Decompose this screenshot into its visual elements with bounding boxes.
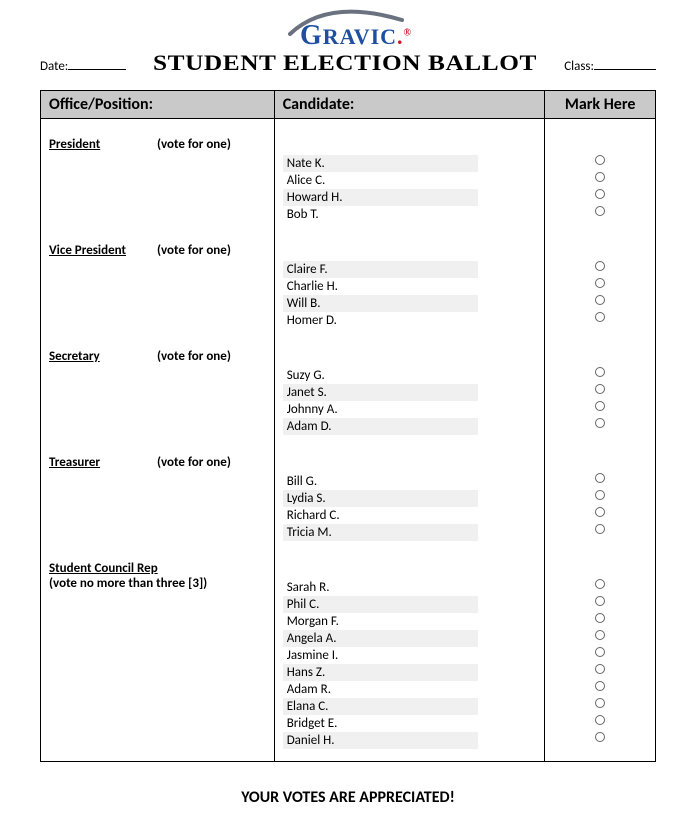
date-label: Date: <box>40 59 68 74</box>
candidate-name: Angela A. <box>283 630 478 647</box>
vote-bubble[interactable] <box>595 295 605 305</box>
ballot-section: President (vote for one) Nate K.Alice C.H… <box>41 119 656 226</box>
candidate-name: Homer D. <box>283 312 537 329</box>
logo: GRAVIC.® <box>40 10 656 48</box>
candidate-name: Morgan F. <box>283 613 537 630</box>
col-header-mark: Mark Here <box>545 91 656 119</box>
vote-bubble[interactable] <box>595 206 605 216</box>
ballot-section: Treasurer (vote for one) Bill G.Lydia S.R… <box>41 437 656 543</box>
vote-bubble[interactable] <box>595 367 605 377</box>
vote-bubble[interactable] <box>595 172 605 182</box>
candidate-name: Sarah R. <box>283 579 537 596</box>
vote-bubble[interactable] <box>595 647 605 657</box>
vote-bubble[interactable] <box>595 681 605 691</box>
candidate-name: Janet S. <box>283 384 478 401</box>
vote-bubble[interactable] <box>595 418 605 428</box>
office-name: Vice President <box>49 243 154 258</box>
footer-message: YOUR VOTES ARE APPRECIATED! <box>40 788 656 807</box>
vote-bubble[interactable] <box>595 630 605 640</box>
vote-bubble[interactable] <box>595 473 605 483</box>
candidate-name: Lydia S. <box>283 490 478 507</box>
candidate-name: Jasmine I. <box>283 647 537 664</box>
vote-bubble[interactable] <box>595 698 605 708</box>
candidate-name: Suzy G. <box>283 367 537 384</box>
office-name: Secretary <box>49 349 154 364</box>
vote-instruction: (vote for one) <box>157 243 231 258</box>
candidate-name: Daniel H. <box>283 732 478 749</box>
vote-bubble[interactable] <box>595 596 605 606</box>
candidate-name: Bob T. <box>283 206 537 223</box>
vote-bubble[interactable] <box>595 732 605 742</box>
candidate-name: Adam D. <box>283 418 478 435</box>
vote-bubble[interactable] <box>595 613 605 623</box>
candidate-name: Bill G. <box>283 473 537 490</box>
candidate-name: Bridget E. <box>283 715 537 732</box>
candidate-name: Alice C. <box>283 172 537 189</box>
candidate-name: Will B. <box>283 295 478 312</box>
vote-bubble[interactable] <box>595 579 605 589</box>
logo-g: G <box>300 20 323 51</box>
vote-instruction: (vote for one) <box>157 349 231 364</box>
candidate-name: Howard H. <box>283 189 478 206</box>
candidate-name: Johnny A. <box>283 401 537 418</box>
vote-instruction: (vote no more than three [3]) <box>49 576 266 591</box>
office-name: Treasurer <box>49 455 154 470</box>
office-name: President <box>49 137 154 152</box>
candidate-name: Phil C. <box>283 596 478 613</box>
vote-bubble[interactable] <box>595 384 605 394</box>
candidate-name: Charlie H. <box>283 278 537 295</box>
col-header-office: Office/Position: <box>41 91 275 119</box>
candidate-name: Elana C. <box>283 698 478 715</box>
col-header-candidate: Candidate: <box>274 91 545 119</box>
ballot-table: Office/Position: Candidate: Mark Here Pr… <box>40 90 656 762</box>
vote-bubble[interactable] <box>595 261 605 271</box>
vote-bubble[interactable] <box>595 189 605 199</box>
vote-bubble[interactable] <box>595 524 605 534</box>
candidate-name: Tricia M. <box>283 524 478 541</box>
logo-main: RAVIC <box>323 24 397 49</box>
ballot-section: Vice President (vote for one) Claire F.Ch… <box>41 225 656 331</box>
vote-bubble[interactable] <box>595 664 605 674</box>
vote-bubble[interactable] <box>595 401 605 411</box>
vote-bubble[interactable] <box>595 312 605 322</box>
ballot-section: Student Council Rep(vote no more than th… <box>41 543 656 751</box>
office-name: Student Council Rep <box>49 561 158 576</box>
vote-bubble[interactable] <box>595 490 605 500</box>
candidate-name: Claire F. <box>283 261 478 278</box>
page-title: STUDENT ELECTION BALLOT <box>100 50 590 76</box>
candidate-name: Adam R. <box>283 681 537 698</box>
class-input-line[interactable] <box>594 58 656 70</box>
vote-instruction: (vote for one) <box>157 455 231 470</box>
vote-bubble[interactable] <box>595 507 605 517</box>
candidate-name: Richard C. <box>283 507 537 524</box>
candidate-name: Hans Z. <box>283 664 478 681</box>
candidate-name: Nate K. <box>283 155 478 172</box>
header-row: Date: STUDENT ELECTION BALLOT Class: <box>40 50 656 76</box>
vote-bubble[interactable] <box>595 278 605 288</box>
vote-bubble[interactable] <box>595 155 605 165</box>
vote-instruction: (vote for one) <box>157 137 231 152</box>
ballot-section: Secretary (vote for one) Suzy G.Janet S.J… <box>41 331 656 437</box>
vote-bubble[interactable] <box>595 715 605 725</box>
